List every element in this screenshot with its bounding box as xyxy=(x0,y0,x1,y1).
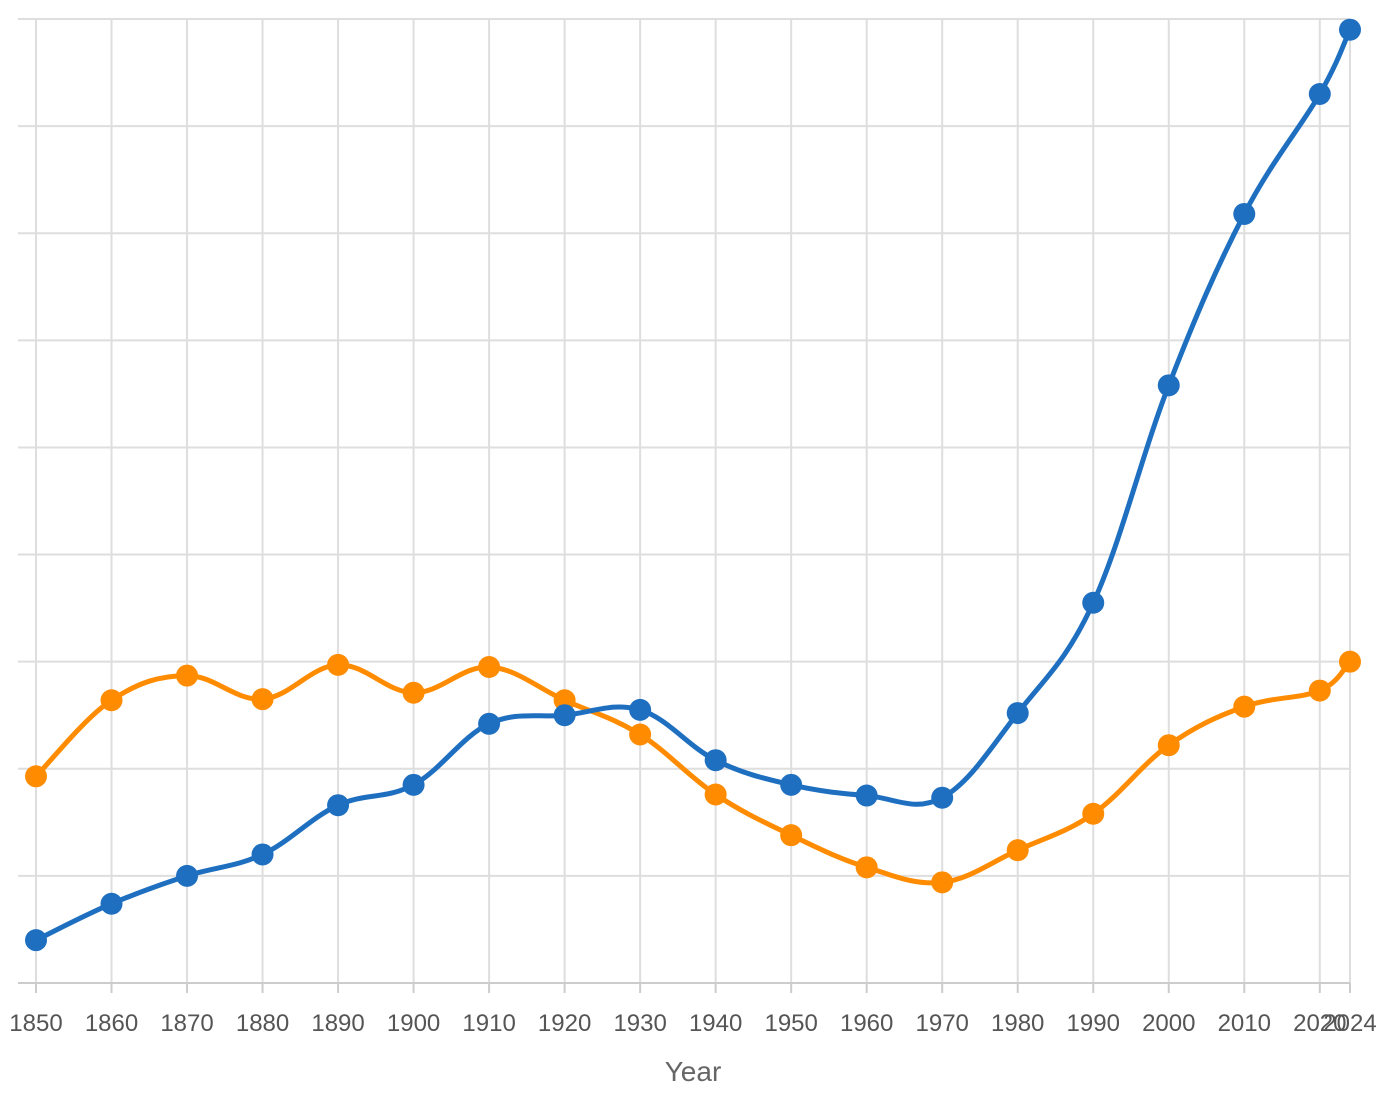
x-tick-label: 1960 xyxy=(840,1010,893,1037)
series-2-point xyxy=(1082,802,1105,825)
series-2-point xyxy=(25,765,47,788)
series-1-point xyxy=(704,749,727,772)
x-tick-label: 1940 xyxy=(689,1010,742,1037)
series-2-point xyxy=(176,664,199,687)
series-1-point xyxy=(780,773,803,796)
series-2-point xyxy=(327,653,350,676)
series-2-point xyxy=(100,689,123,712)
series-2-point xyxy=(855,856,878,879)
series-2-point xyxy=(704,783,727,806)
x-tick-label: 1930 xyxy=(613,1010,666,1037)
series-2-point xyxy=(1006,839,1029,862)
x-tick-label: 1860 xyxy=(85,1010,138,1037)
x-tick-label: 2024 xyxy=(1323,1010,1376,1037)
series-2-point xyxy=(1233,695,1256,718)
series-2-point xyxy=(780,824,803,847)
series-2-point xyxy=(402,681,425,704)
x-tick-label: 2010 xyxy=(1218,1010,1271,1037)
series-2-point xyxy=(1339,650,1361,673)
x-tick-label: 1870 xyxy=(160,1010,213,1037)
series-1-point xyxy=(402,773,425,796)
x-tick-label: 1920 xyxy=(538,1010,591,1037)
x-tick-label: 1990 xyxy=(1067,1010,1120,1037)
grid xyxy=(18,18,1351,993)
series-2 xyxy=(25,650,1361,894)
x-axis-ticks: 1850 1860 1870 1880 1890 1900 1910 1920 1930 1940… xyxy=(9,1010,1376,1037)
series-2-point xyxy=(478,656,501,679)
series-1 xyxy=(25,18,1361,952)
x-tick-label: 1880 xyxy=(236,1010,289,1037)
series-1-point xyxy=(327,794,350,817)
x-tick-label: 2000 xyxy=(1142,1010,1195,1037)
series-2-point xyxy=(1308,679,1331,702)
series-1-point xyxy=(1308,82,1331,105)
x-tick-label: 2020 xyxy=(1293,1010,1346,1037)
series-1-point xyxy=(629,698,652,721)
series-1-line xyxy=(33,27,1353,943)
series-1-point xyxy=(931,786,954,809)
series-1-point xyxy=(553,704,576,727)
series-1-point xyxy=(855,784,878,807)
series-2-point xyxy=(251,688,274,711)
series-2-point xyxy=(1157,734,1180,757)
series-layer xyxy=(25,18,1361,952)
x-tick-label: 1970 xyxy=(916,1010,969,1037)
series-1-point xyxy=(1157,374,1180,397)
series-2-point xyxy=(931,871,954,894)
series-1-point xyxy=(1339,18,1361,41)
series-1-point xyxy=(100,892,123,915)
x-tick-label: 1900 xyxy=(387,1010,440,1037)
series-1-point xyxy=(1233,202,1256,225)
x-axis-title: Year xyxy=(665,1056,722,1087)
x-tick-label: 1980 xyxy=(991,1010,1044,1037)
x-tick-label: 1850 xyxy=(9,1010,62,1037)
series-2-point xyxy=(629,723,652,746)
series-1-point xyxy=(251,843,274,866)
series-1-point xyxy=(1082,591,1105,614)
x-tick-label: 1950 xyxy=(764,1010,817,1037)
x-tick-label: 1890 xyxy=(311,1010,364,1037)
series-2-line xyxy=(33,659,1353,886)
series-1-point xyxy=(25,929,47,952)
series-1-point xyxy=(176,864,199,887)
x-tick-label: 1910 xyxy=(462,1010,515,1037)
series-1-point xyxy=(1006,702,1029,725)
series-1-point xyxy=(478,712,501,735)
